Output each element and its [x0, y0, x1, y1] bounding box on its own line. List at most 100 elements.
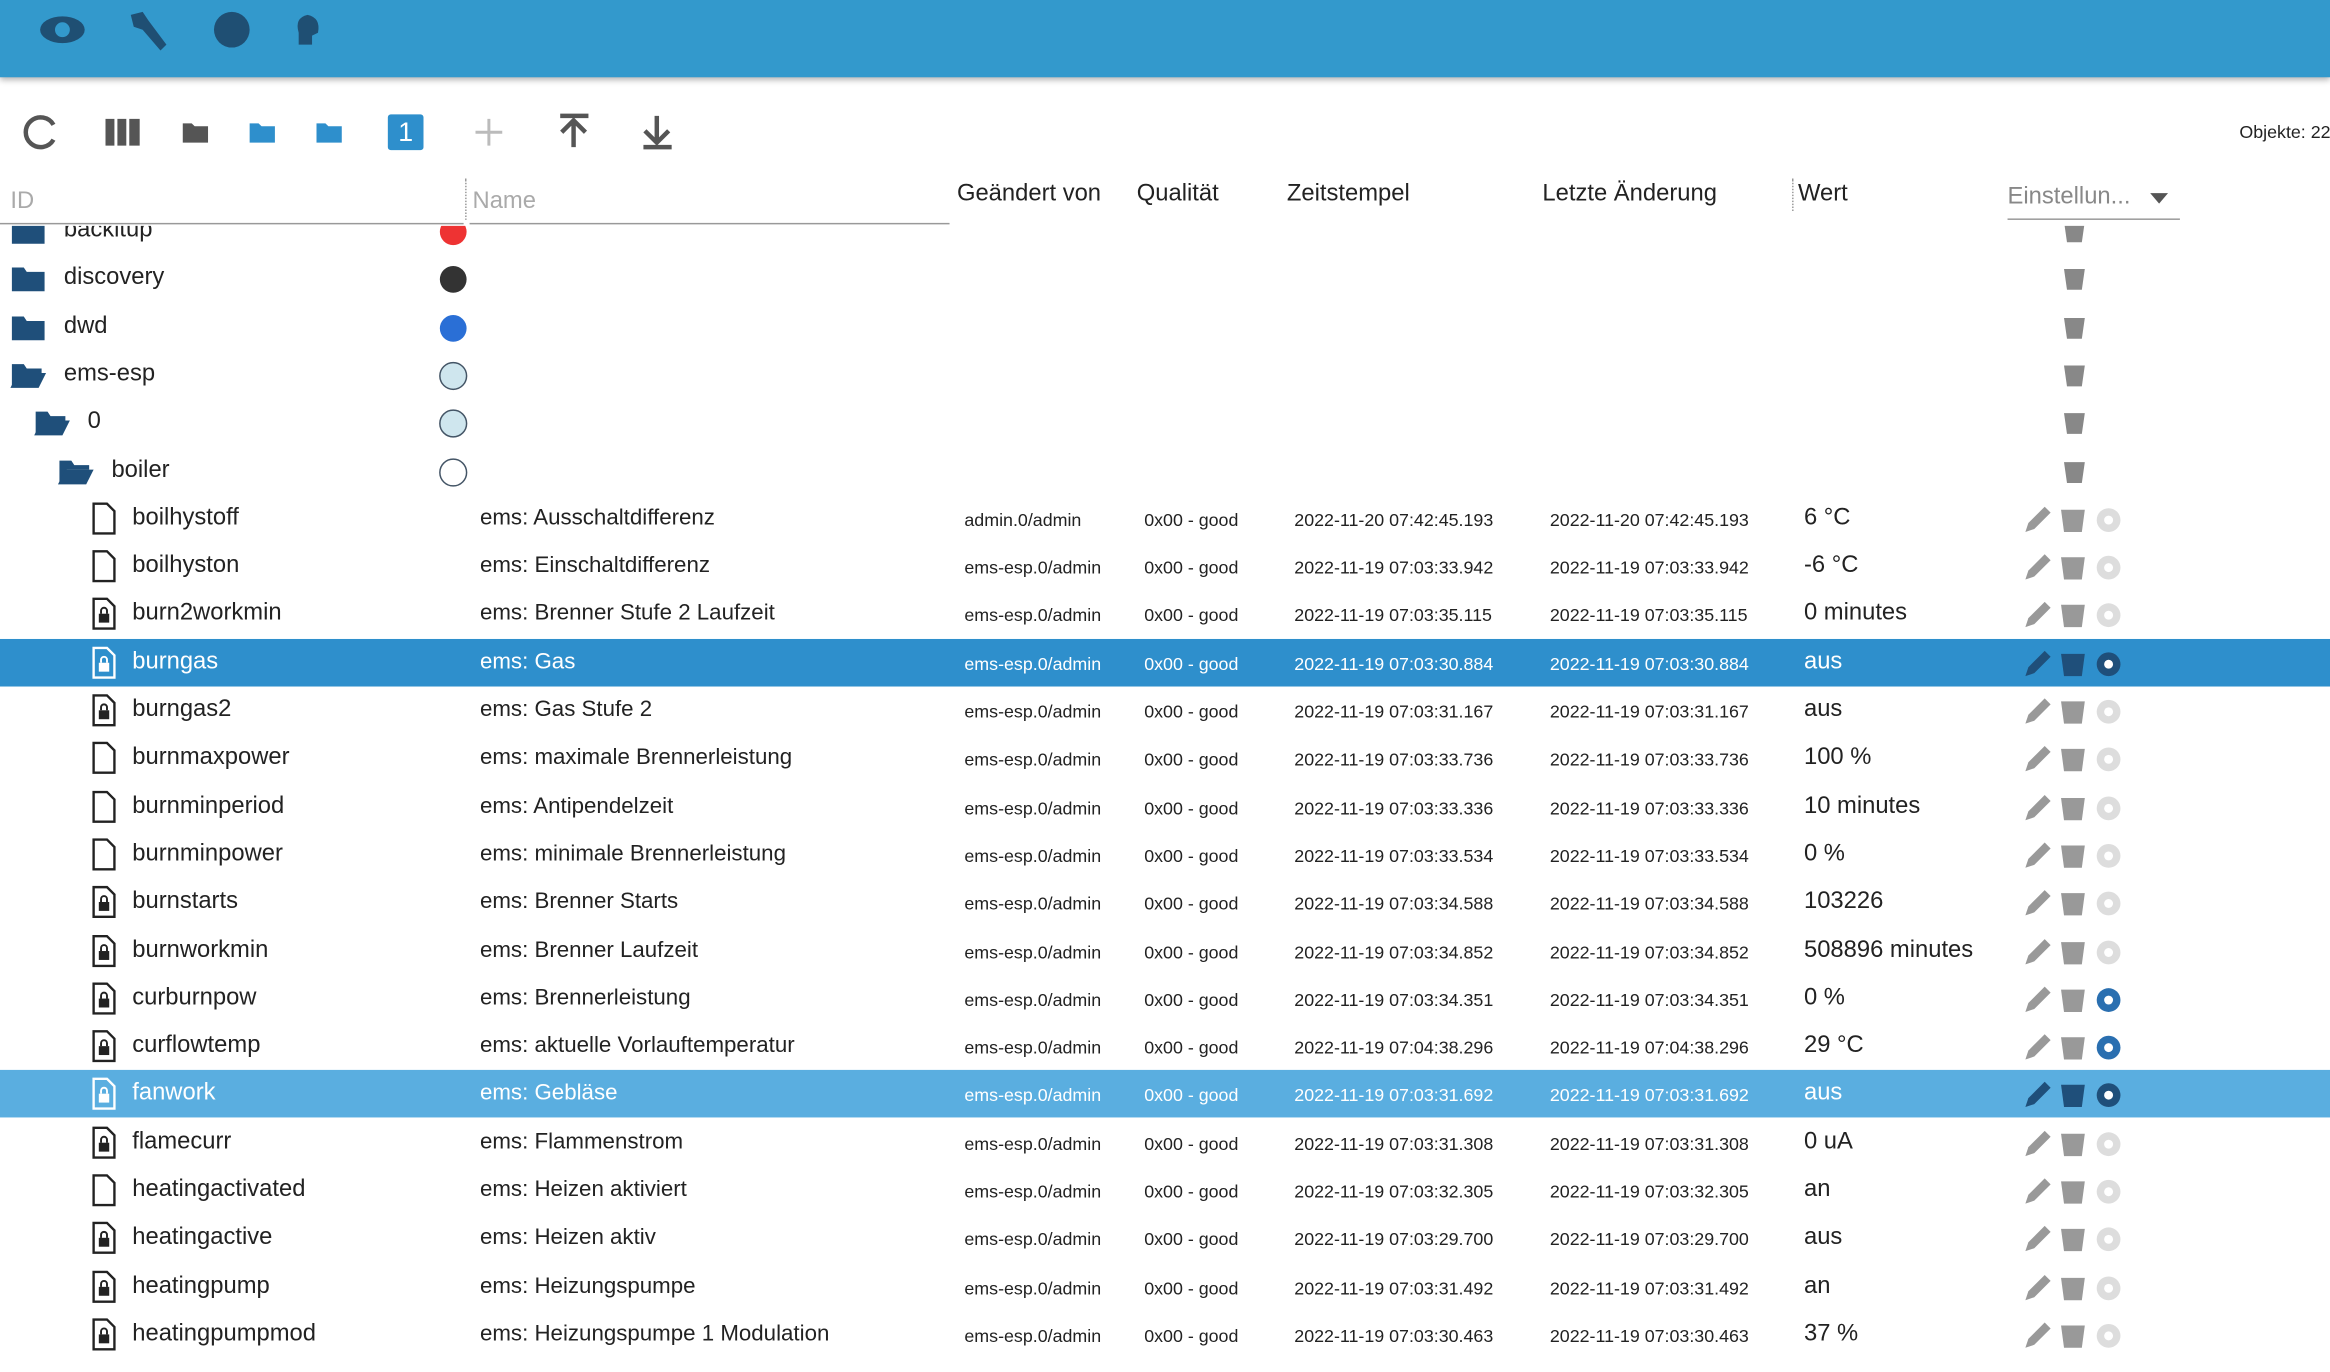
delete-icon[interactable]: [2061, 1229, 2085, 1251]
object-row[interactable]: heatingactivatedems: Heizen aktiviertems…: [0, 1166, 2330, 1214]
object-row[interactable]: heatingpumpmodems: Heizungspumpe 1 Modul…: [0, 1310, 2330, 1358]
edit-icon[interactable]: [2025, 746, 2050, 771]
folder-closed-icon[interactable]: [317, 123, 342, 142]
tree-row[interactable]: backitup: [0, 226, 2330, 254]
object-row[interactable]: burngas2ems: Gas Stufe 2ems-esp.0/admin0…: [0, 687, 2330, 735]
add-icon[interactable]: [476, 119, 503, 146]
object-row[interactable]: burnstartsems: Brenner Startsems-esp.0/a…: [0, 878, 2330, 926]
delete-icon[interactable]: [2061, 1325, 2085, 1347]
delete-icon[interactable]: [2061, 1133, 2085, 1155]
tree-row[interactable]: dwd: [0, 303, 2330, 351]
delete-icon[interactable]: [2060, 359, 2090, 396]
row-changed-by: ems-esp.0/admin: [964, 605, 1101, 626]
header-name[interactable]: Name: [473, 189, 536, 216]
header-value[interactable]: Wert: [1798, 181, 1848, 208]
object-row[interactable]: burnworkminems: Brenner Laufzeitems-esp.…: [0, 927, 2330, 975]
delete-icon[interactable]: [2061, 941, 2085, 963]
delete-icon[interactable]: [2061, 845, 2085, 867]
edit-icon[interactable]: [2025, 1034, 2050, 1059]
edit-icon[interactable]: [2025, 842, 2050, 867]
row-actions: [2021, 1127, 2128, 1167]
header-settings[interactable]: Einstellun...: [2008, 184, 2180, 220]
delete-icon[interactable]: [2061, 557, 2085, 579]
edit-icon[interactable]: [2025, 1178, 2050, 1203]
row-changed-by: ems-esp.0/admin: [964, 941, 1101, 962]
delete-icon[interactable]: [2061, 1181, 2085, 1203]
edit-icon[interactable]: [2025, 506, 2050, 531]
edit-icon[interactable]: [2025, 938, 2050, 963]
head-icon[interactable]: [298, 15, 319, 45]
row-value: 29 °C: [1804, 1033, 1864, 1060]
edit-icon[interactable]: [2025, 650, 2050, 675]
edit-icon[interactable]: [2025, 1226, 2050, 1251]
object-row[interactable]: fanworkems: Gebläseems-esp.0/admin0x00 -…: [0, 1070, 2330, 1118]
edit-icon[interactable]: [2025, 890, 2050, 915]
row-name: ems: Heizen aktiv: [480, 1225, 656, 1250]
delete-icon[interactable]: [2061, 893, 2085, 915]
object-row[interactable]: burnminperiodems: Antipendelzeitems-esp.…: [0, 783, 2330, 831]
header-timestamp[interactable]: Zeitstempel: [1287, 181, 1410, 208]
object-row[interactable]: burngasems: Gasems-esp.0/admin0x00 - goo…: [0, 639, 2330, 687]
delete-icon[interactable]: [2061, 605, 2085, 627]
delete-icon[interactable]: [2061, 509, 2085, 531]
header-last-change[interactable]: Letzte Änderung: [1542, 181, 1716, 208]
delete-icon[interactable]: [2060, 455, 2090, 492]
header-quality[interactable]: Qualität: [1137, 181, 1219, 208]
download-icon[interactable]: [643, 116, 671, 147]
delete-icon[interactable]: [2061, 989, 2085, 1011]
name-underline: [470, 223, 950, 224]
tree-row[interactable]: 0: [0, 399, 2330, 447]
tree-row[interactable]: boiler: [0, 447, 2330, 495]
tree-row[interactable]: discovery: [0, 255, 2330, 303]
delete-icon[interactable]: [2061, 1277, 2085, 1299]
delete-icon[interactable]: [2060, 407, 2090, 444]
header-changed-by[interactable]: Geändert von: [957, 181, 1101, 208]
object-row[interactable]: burn2workminems: Brenner Stufe 2 Laufzei…: [0, 591, 2330, 639]
delete-icon[interactable]: [2060, 226, 2090, 253]
object-row[interactable]: boilhystoffems: Ausschaltdifferenzadmin.…: [0, 495, 2330, 543]
object-row[interactable]: burnminpowerems: minimale Brennerleistun…: [0, 830, 2330, 878]
file-icon: [91, 1030, 118, 1070]
row-name: ems: minimale Brennerleistung: [480, 841, 786, 866]
row-id: boilhystoff: [132, 505, 239, 532]
object-row[interactable]: flamecurrems: Flammenstromems-esp.0/admi…: [0, 1118, 2330, 1166]
edit-icon[interactable]: [2025, 1322, 2050, 1347]
tree-row[interactable]: ems-esp: [0, 351, 2330, 399]
brightness-icon[interactable]: [214, 12, 250, 48]
delete-icon[interactable]: [2061, 1085, 2085, 1107]
delete-icon[interactable]: [2061, 797, 2085, 819]
file-icon: [91, 886, 118, 926]
object-row[interactable]: heatingpumpems: Heizungspumpeems-esp.0/a…: [0, 1262, 2330, 1310]
delete-icon[interactable]: [2061, 749, 2085, 771]
edit-icon[interactable]: [2025, 1082, 2050, 1107]
row-value: 37 %: [1804, 1321, 1858, 1348]
header-id[interactable]: ID: [10, 189, 34, 216]
folder-icon[interactable]: [183, 123, 208, 142]
delete-icon[interactable]: [2061, 701, 2085, 723]
edit-icon[interactable]: [2025, 794, 2050, 819]
wrench-icon[interactable]: [131, 12, 167, 51]
row-id: fanwork: [132, 1081, 215, 1108]
file-icon: [91, 790, 118, 830]
refresh-icon[interactable]: [26, 117, 54, 147]
delete-icon[interactable]: [2060, 311, 2090, 348]
object-row[interactable]: curflowtempems: aktuelle Vorlauftemperat…: [0, 1022, 2330, 1070]
edit-icon[interactable]: [2025, 986, 2050, 1011]
object-row[interactable]: curburnpowems: Brennerleistungems-esp.0/…: [0, 974, 2330, 1022]
object-row[interactable]: heatingactiveems: Heizen aktivems-esp.0/…: [0, 1214, 2330, 1262]
upload-icon[interactable]: [560, 116, 588, 147]
edit-icon[interactable]: [2025, 698, 2050, 723]
folder-open-icon[interactable]: [250, 123, 275, 142]
delete-icon[interactable]: [2061, 653, 2085, 675]
object-row[interactable]: boilhystonems: Einschaltdifferenzems-esp…: [0, 543, 2330, 591]
columns-icon[interactable]: [106, 119, 140, 146]
edit-icon[interactable]: [2025, 554, 2050, 579]
object-row[interactable]: burnmaxpowerems: maximale Brennerleistun…: [0, 735, 2330, 783]
edit-icon[interactable]: [2025, 1274, 2050, 1299]
row-changed-by: ems-esp.0/admin: [964, 797, 1101, 818]
row-value: 0 %: [1804, 841, 1845, 868]
edit-icon[interactable]: [2025, 602, 2050, 627]
delete-icon[interactable]: [2060, 263, 2090, 300]
edit-icon[interactable]: [2025, 1130, 2050, 1155]
delete-icon[interactable]: [2061, 1037, 2085, 1059]
